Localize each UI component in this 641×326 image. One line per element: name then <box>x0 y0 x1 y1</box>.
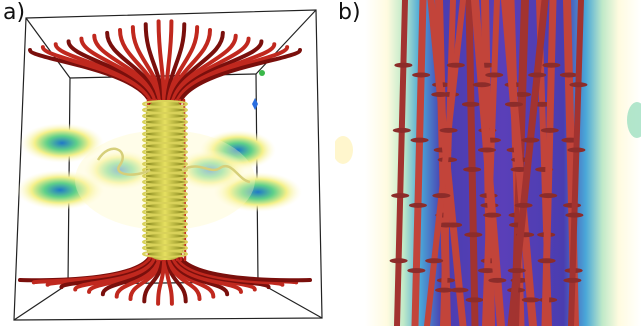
panel-a-label: a) <box>3 0 26 25</box>
arrow-cone <box>507 268 526 274</box>
arrow-cone <box>504 101 523 107</box>
arrow-cone <box>461 101 480 107</box>
flux-tubes <box>389 0 588 326</box>
flux-tube <box>394 0 408 326</box>
arrow-cone <box>472 82 491 88</box>
flux-tube <box>568 0 584 326</box>
arrow-cone <box>542 62 561 68</box>
arrow-cone <box>559 72 578 78</box>
panel-a <box>13 9 323 321</box>
marker-green <box>259 70 265 76</box>
arrow-cone <box>540 127 559 133</box>
arrow-cone <box>513 92 532 98</box>
arrow-cone <box>444 222 463 228</box>
panel-b <box>335 0 641 326</box>
panel-b-label: b) <box>338 0 361 25</box>
arrow-cone <box>483 212 502 218</box>
arrow-cone <box>408 202 427 208</box>
arrow-cone <box>569 82 588 88</box>
arrow-cone <box>446 62 465 68</box>
arrow-cone <box>394 62 413 68</box>
arrow-cone <box>565 212 584 218</box>
arrow-cone <box>563 277 582 283</box>
arrow-cone <box>435 287 454 293</box>
arrow-cone <box>450 287 469 293</box>
arrow-cone <box>410 137 429 143</box>
arrow-cone <box>521 137 540 143</box>
flux-tube <box>471 0 505 326</box>
arrow-cone <box>485 72 504 78</box>
arrow-cone <box>521 297 540 303</box>
arrow-cone <box>488 277 507 283</box>
arrow-cone <box>425 258 444 264</box>
flux-tube <box>424 0 466 326</box>
arrow-cone <box>528 72 547 78</box>
arrow-cone <box>464 232 483 238</box>
arrow-cone <box>537 258 556 264</box>
arrow-cone <box>567 147 586 153</box>
arrow-cone <box>539 193 558 199</box>
arrow-cone <box>477 147 496 153</box>
arrow-cone <box>478 268 497 274</box>
field-line <box>176 48 302 112</box>
arrow-cone <box>463 167 482 173</box>
arrow-cone <box>389 258 408 264</box>
arrow-cone <box>391 193 410 199</box>
arrow-cone <box>407 268 426 274</box>
field-line <box>176 248 312 283</box>
marker-blue <box>252 98 258 110</box>
panel-b-render <box>335 0 641 326</box>
arrow-cone <box>431 92 450 98</box>
arrow-cone <box>514 202 533 208</box>
arrow-cone <box>392 127 411 133</box>
flux-tube <box>541 0 557 326</box>
coil-ring <box>142 250 188 258</box>
arrow-cone <box>465 297 484 303</box>
arrow-cone <box>432 193 451 199</box>
panel-a-render <box>13 9 323 321</box>
arrow-cone <box>439 127 458 133</box>
flux-tube <box>465 0 479 326</box>
vortex-core <box>96 100 251 260</box>
flux-tube <box>501 0 537 326</box>
arrow-cone <box>412 72 431 78</box>
